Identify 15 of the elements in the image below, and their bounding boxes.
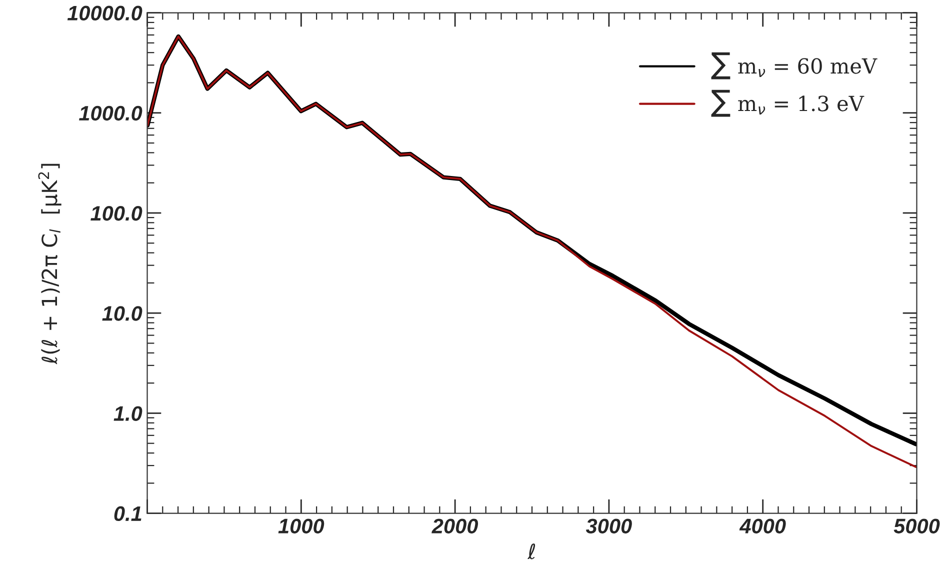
y-tick-label: 10.0 bbox=[102, 306, 142, 321]
y-tick-label: 10000.0 bbox=[67, 6, 142, 21]
x-tick-label: 1000 bbox=[278, 518, 324, 534]
y-tick-label: 1000.0 bbox=[79, 106, 142, 121]
x-tick-label: 2000 bbox=[432, 518, 478, 534]
y-tick-label: 100.0 bbox=[90, 206, 142, 221]
x-tick-label: 4000 bbox=[739, 518, 786, 534]
legend-label: ∑ m$_{ν}$ = 1.3 eV bbox=[711, 90, 864, 117]
x-axis-title: ℓ bbox=[527, 544, 536, 560]
legend-label: ∑ m$_{ν}$ = 60 meV bbox=[711, 52, 878, 80]
x-tick-label: 3000 bbox=[586, 518, 632, 534]
y-tick-label: 0.1 bbox=[114, 506, 142, 522]
x-tick-label: 5000 bbox=[894, 518, 940, 534]
y-axis-title: ℓ(ℓ + 1)/2π C$_{l}$ [μK$^{2}$] bbox=[38, 164, 62, 364]
y-tick-label: 1.0 bbox=[114, 406, 142, 421]
